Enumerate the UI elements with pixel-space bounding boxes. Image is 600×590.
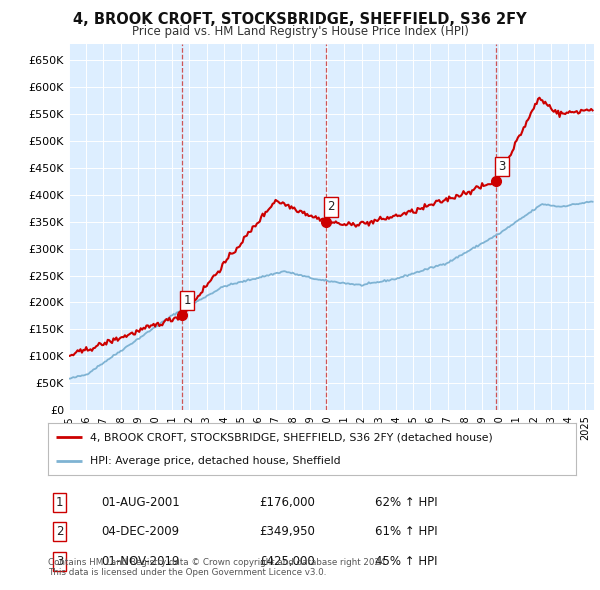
Text: 2: 2 (327, 200, 335, 213)
Text: 4, BROOK CROFT, STOCKSBRIDGE, SHEFFIELD, S36 2FY (detached house): 4, BROOK CROFT, STOCKSBRIDGE, SHEFFIELD,… (90, 432, 493, 442)
Text: 3: 3 (56, 555, 64, 568)
Text: 3: 3 (498, 160, 505, 173)
Text: 01-NOV-2019: 01-NOV-2019 (101, 555, 179, 568)
Text: Contains HM Land Registry data © Crown copyright and database right 2024.
This d: Contains HM Land Registry data © Crown c… (48, 558, 388, 577)
Text: 4, BROOK CROFT, STOCKSBRIDGE, SHEFFIELD, S36 2FY: 4, BROOK CROFT, STOCKSBRIDGE, SHEFFIELD,… (73, 12, 527, 27)
Text: 62% ↑ HPI: 62% ↑ HPI (376, 496, 438, 509)
Text: £425,000: £425,000 (259, 555, 315, 568)
Text: 04-DEC-2009: 04-DEC-2009 (101, 525, 179, 538)
Text: Price paid vs. HM Land Registry's House Price Index (HPI): Price paid vs. HM Land Registry's House … (131, 25, 469, 38)
Text: HPI: Average price, detached house, Sheffield: HPI: Average price, detached house, Shef… (90, 456, 341, 466)
Text: £176,000: £176,000 (259, 496, 315, 509)
Text: £349,950: £349,950 (259, 525, 315, 538)
Text: 01-AUG-2001: 01-AUG-2001 (101, 496, 179, 509)
Text: 1: 1 (184, 294, 191, 307)
Text: 2: 2 (56, 525, 64, 538)
Text: 45% ↑ HPI: 45% ↑ HPI (376, 555, 438, 568)
Text: 1: 1 (56, 496, 64, 509)
Text: 61% ↑ HPI: 61% ↑ HPI (376, 525, 438, 538)
